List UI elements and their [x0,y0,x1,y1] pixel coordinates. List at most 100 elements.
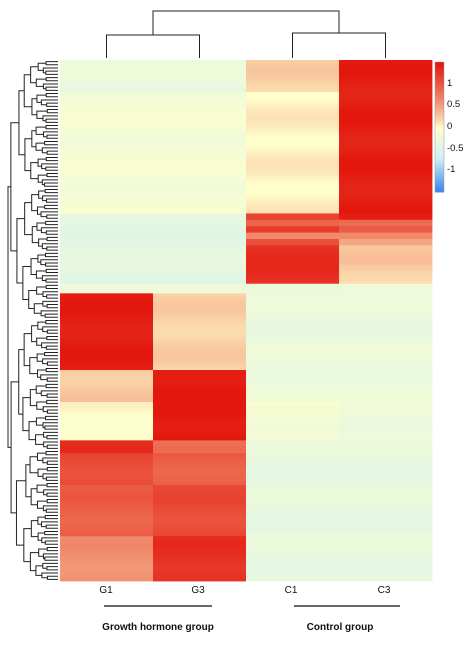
heatmap-cell [60,293,154,297]
colorbar-swatch [435,155,444,158]
heatmap-cell [246,123,340,128]
heatmap-cell [153,229,247,233]
heatmap-cell [153,159,247,163]
heatmap-cell [60,542,154,547]
heatmap-cell [246,347,340,352]
dendrogram-branch [30,258,38,276]
heatmap-cell [246,254,340,259]
dendrogram-branch [40,99,58,106]
heatmap-cell [60,200,154,205]
dendrogram-branch [44,530,58,536]
dendrogram-branch [16,218,25,284]
heatmap-cell [60,162,154,166]
heatmap-cell [60,402,154,406]
heatmap-cell [339,370,433,374]
heatmap-cell [339,66,433,70]
heatmap-cell [60,491,154,496]
heatmap-cell [246,398,340,403]
heatmap-cell [246,430,340,435]
heatmap-cell [60,223,154,227]
heatmap-cell [339,440,433,444]
heatmap-cell [60,315,154,320]
heatmap-cell [246,91,340,96]
heatmap-cell [60,558,154,563]
dendrogram-branch [36,500,48,509]
colorbar-swatch [435,75,444,78]
heatmap-cell [60,130,154,134]
colorbar-swatch [435,174,444,178]
heatmap-cell [339,79,433,83]
heatmap-cell [246,424,340,428]
heatmap-cell [339,274,433,278]
heatmap-cell [60,344,154,349]
heatmap-cell [339,341,433,345]
heatmap-cell [246,184,340,189]
heatmap-cell [339,577,433,582]
heatmap-cell [246,481,340,486]
heatmap-cell [153,382,247,387]
heatmap-cell [60,104,154,109]
dendrogram-branch [44,182,58,187]
colorbar-tick-label: -0.5 [447,142,464,154]
dendrogram-branch [46,102,58,107]
heatmap-cell [246,542,340,547]
heatmap-cell [60,453,154,457]
heatmap-cell [339,475,433,480]
dendrogram-branch [36,222,46,231]
heatmap-cell [246,497,340,502]
heatmap-cell [339,245,433,249]
heatmap-cell [339,411,433,416]
heatmap-cell [153,213,247,218]
heatmap-cell [339,526,433,531]
heatmap-cell [246,517,340,521]
heatmap-cell [246,264,340,269]
heatmap-cell [246,568,340,572]
heatmap-cell [339,302,433,307]
heatmap-cell [339,136,433,141]
colorbar-swatch [435,114,444,117]
heatmap-cell [246,341,340,345]
heatmap-cell [153,181,247,186]
heatmap-cell [246,146,340,150]
colorbar-swatch [435,77,444,80]
heatmap-cell [339,264,433,269]
heatmap-cell [60,469,154,473]
heatmap-cell [339,270,433,275]
heatmap-cell [339,111,433,115]
dendrogram-branch [45,383,58,389]
heatmap-cell [153,242,247,246]
heatmap-cell [246,529,340,534]
heatmap-cell [246,197,340,202]
dendrogram-branch [45,93,58,98]
dendrogram-branch [40,310,58,317]
heatmap-cell [153,408,247,412]
heatmap-cell [153,139,247,144]
heatmap-cell [246,350,340,355]
dendrogram-branch [43,431,58,438]
dendrogram-branch [46,435,58,440]
heatmap-cell [246,417,340,422]
colorbar-tick-label: -1 [447,164,456,176]
heatmap-cell [246,421,340,425]
heatmap-cell [60,290,154,294]
dendrogram-branch [45,125,58,130]
heatmap-cell [153,331,247,336]
heatmap-cell [339,63,433,67]
heatmap-cell [153,296,247,301]
heatmap-cell [246,175,340,179]
heatmap-cell [246,194,340,198]
colorbar-tick-label: 1 [447,77,453,89]
heatmap-cell [339,392,433,397]
dendrogram-branch [40,259,58,266]
dendrogram-branch [31,98,37,116]
heatmap-cell [153,203,247,208]
heatmap-cell [246,299,340,304]
dendrogram [7,10,386,580]
heatmap-cell [339,552,433,556]
heatmap-cell [153,143,247,147]
heatmap-cell [339,60,433,64]
heatmap-cell [153,379,247,384]
heatmap-cell [153,216,247,221]
heatmap-cell [339,449,433,454]
heatmap-cell [153,223,247,227]
